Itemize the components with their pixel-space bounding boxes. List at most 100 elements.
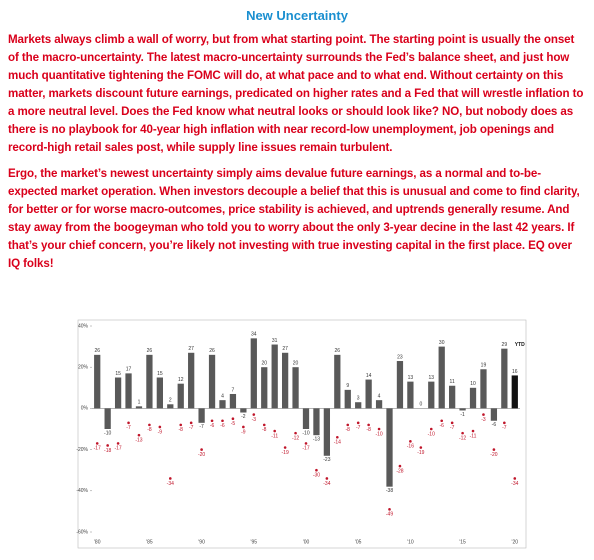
decline-label: -34: [167, 481, 174, 487]
decline-label: -8: [147, 427, 152, 433]
decline-dot: [137, 433, 141, 437]
decline-dot: [482, 413, 485, 416]
decline-label: -28: [396, 468, 403, 474]
decline-dot: [450, 421, 454, 425]
bar-label: 2: [169, 398, 172, 404]
decline-label: -11: [470, 433, 477, 439]
bar: [104, 408, 111, 429]
bar-label: -2: [241, 414, 246, 420]
decline-label: -19: [282, 450, 289, 456]
bar-label: -23: [323, 457, 330, 463]
bar-label: 26: [209, 348, 215, 354]
bar: [208, 354, 216, 409]
decline-label: -11: [271, 433, 278, 439]
bar: [334, 354, 341, 409]
decline-label: -6: [210, 423, 215, 429]
decline-label: -19: [417, 450, 424, 456]
x-tick-label: '85: [146, 539, 153, 545]
decline-label: -13: [135, 438, 142, 444]
decline-dot: [356, 421, 360, 425]
bar-label: 23: [397, 354, 403, 360]
y-tick-label: -60%: [76, 529, 88, 535]
decline-dot: [388, 508, 391, 511]
bar-label: 13: [428, 375, 434, 381]
decline-dot: [398, 464, 402, 468]
x-tick-label: '20: [512, 539, 519, 545]
decline-dot: [127, 421, 130, 425]
bar: [511, 375, 518, 409]
bar: [459, 408, 466, 411]
bar: [188, 352, 195, 409]
decline-label: -17: [302, 446, 309, 452]
annotation: YTD: [515, 342, 525, 348]
y-tick-label: -20%: [76, 447, 88, 453]
decline-label: -12: [459, 435, 466, 441]
decline-dot: [158, 425, 162, 429]
bar: [501, 348, 508, 409]
page: New Uncertainty Markets always climb a w…: [0, 8, 594, 560]
decline-dot: [294, 431, 297, 435]
bar: [313, 408, 320, 436]
decline-dot: [148, 423, 151, 427]
decline-dot: [377, 427, 381, 431]
decline-label: -20: [198, 452, 205, 458]
bar: [261, 367, 268, 409]
decline-dot: [503, 421, 506, 425]
bar: [114, 377, 122, 409]
decline-label: -8: [346, 427, 351, 433]
paragraph: Ergo, the market’s newest uncertainty si…: [8, 167, 580, 270]
decline-label: -18: [104, 448, 111, 454]
bar-label: 13: [408, 375, 414, 381]
decline-dot: [492, 448, 496, 451]
decline-label: -3: [481, 417, 486, 423]
bar: [438, 346, 445, 409]
decline-label: -10: [375, 431, 382, 437]
bar-label: 20: [261, 361, 267, 367]
x-tick-label: '10: [407, 539, 414, 545]
bar-label: -7: [199, 424, 204, 430]
decline-dot: [409, 440, 412, 443]
decline-label: -30: [313, 473, 320, 479]
bar-label: 17: [126, 367, 132, 373]
bar: [302, 408, 310, 429]
decline-dot: [95, 442, 99, 445]
bar: [344, 389, 351, 409]
decline-dot: [189, 421, 193, 425]
bar: [156, 377, 163, 409]
bar: [250, 338, 257, 409]
x-tick-label: '05: [355, 539, 362, 545]
decline-label: -9: [241, 429, 246, 435]
bar: [355, 402, 362, 409]
bar: [219, 400, 226, 409]
decline-dot: [262, 423, 266, 427]
decline-dot: [221, 419, 224, 423]
decline-dot: [283, 446, 287, 449]
bar: [407, 381, 414, 409]
bar: [271, 344, 278, 409]
bar-label: 29: [502, 342, 508, 348]
bar-label: 26: [94, 348, 100, 354]
decline-label: -8: [366, 427, 371, 433]
decline-dot: [336, 435, 339, 439]
bar-label: 9: [346, 383, 349, 389]
bar-label: 10: [470, 381, 476, 387]
bar: [125, 373, 132, 409]
bar-label: 20: [293, 361, 299, 367]
decline-label: -7: [450, 425, 455, 431]
decline-label: -17: [114, 446, 121, 452]
decline-label: -7: [356, 425, 361, 431]
chart: 40%20%0%-20%-40%-60%'8026-17-10-1815-171…: [76, 319, 527, 549]
decline-label: -10: [428, 431, 435, 437]
bar: [240, 408, 247, 413]
decline-dot: [419, 446, 423, 449]
bar: [94, 354, 101, 409]
decline-label: -14: [334, 440, 341, 446]
y-tick-label: 40%: [78, 323, 89, 329]
decline-dot: [461, 431, 464, 435]
bar-label: 16: [512, 369, 518, 375]
bar: [396, 361, 404, 409]
decline-dot: [315, 468, 318, 472]
y-tick-label: 0%: [81, 406, 89, 412]
x-tick-label: '80: [94, 539, 101, 545]
bar-label: 11: [450, 379, 455, 385]
